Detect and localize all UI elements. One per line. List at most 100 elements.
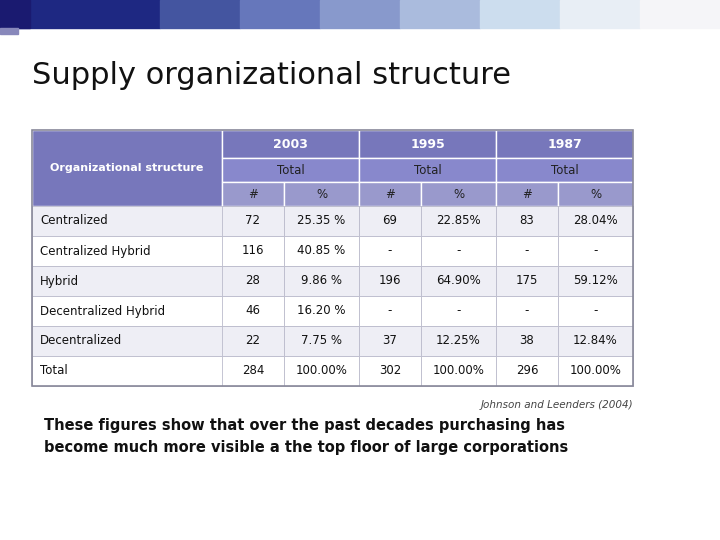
Text: 40.85 %: 40.85 %: [297, 245, 346, 258]
Text: 69: 69: [382, 214, 397, 227]
Bar: [284, 326, 359, 356]
Text: 12.84%: 12.84%: [573, 334, 618, 348]
Bar: [496, 130, 633, 158]
Text: Total: Total: [413, 164, 441, 177]
Bar: [284, 296, 359, 326]
Text: 64.90%: 64.90%: [436, 274, 481, 287]
Bar: [32, 326, 633, 356]
Text: -: -: [456, 245, 461, 258]
Bar: [284, 236, 359, 266]
Text: 22: 22: [246, 334, 261, 348]
Bar: [359, 182, 421, 206]
Bar: [32, 236, 633, 266]
Bar: [421, 356, 496, 386]
Bar: [421, 326, 496, 356]
Bar: [222, 158, 359, 182]
Bar: [496, 182, 558, 206]
Text: 1995: 1995: [410, 138, 445, 151]
Bar: [359, 296, 421, 326]
Text: 12.25%: 12.25%: [436, 334, 481, 348]
Text: -: -: [525, 305, 529, 318]
Bar: [320, 0, 400, 28]
Text: 302: 302: [379, 364, 401, 377]
Text: Centralized: Centralized: [40, 214, 108, 227]
Bar: [640, 0, 720, 28]
Bar: [222, 206, 284, 236]
Bar: [359, 266, 421, 296]
Bar: [558, 326, 633, 356]
Bar: [400, 0, 480, 28]
Text: Total: Total: [551, 164, 578, 177]
Bar: [359, 236, 421, 266]
Bar: [421, 296, 496, 326]
Text: 72: 72: [246, 214, 261, 227]
Text: -: -: [456, 305, 461, 318]
Text: These figures show that over the past decades purchasing has
become much more vi: These figures show that over the past de…: [44, 418, 568, 455]
Bar: [496, 236, 558, 266]
Text: -: -: [593, 305, 598, 318]
Bar: [222, 296, 284, 326]
Text: 116: 116: [242, 245, 264, 258]
Bar: [496, 266, 558, 296]
Text: 83: 83: [520, 214, 534, 227]
Text: 100.00%: 100.00%: [433, 364, 485, 377]
Bar: [496, 158, 633, 182]
Bar: [32, 296, 633, 326]
Text: Centralized Hybrid: Centralized Hybrid: [40, 245, 150, 258]
Text: 16.20 %: 16.20 %: [297, 305, 346, 318]
Text: 7.75 %: 7.75 %: [301, 334, 342, 348]
Bar: [496, 356, 558, 386]
Bar: [558, 296, 633, 326]
Bar: [421, 236, 496, 266]
Bar: [222, 326, 284, 356]
Text: 100.00%: 100.00%: [570, 364, 621, 377]
Bar: [421, 266, 496, 296]
Text: 175: 175: [516, 274, 538, 287]
Text: 28: 28: [246, 274, 261, 287]
Bar: [32, 206, 633, 236]
Bar: [359, 158, 496, 182]
Text: 46: 46: [246, 305, 261, 318]
Bar: [359, 206, 421, 236]
Text: 9.86 %: 9.86 %: [301, 274, 342, 287]
Bar: [32, 266, 633, 296]
Bar: [222, 130, 359, 158]
Text: %: %: [316, 187, 327, 200]
Bar: [496, 296, 558, 326]
Text: 22.85%: 22.85%: [436, 214, 481, 227]
Text: #: #: [248, 187, 258, 200]
Text: 296: 296: [516, 364, 539, 377]
Bar: [558, 266, 633, 296]
Text: 196: 196: [379, 274, 401, 287]
Bar: [284, 206, 359, 236]
Bar: [359, 130, 496, 158]
Bar: [558, 206, 633, 236]
Text: 25.35 %: 25.35 %: [297, 214, 346, 227]
Text: #: #: [385, 187, 395, 200]
Bar: [0, 0, 30, 28]
Text: Hybrid: Hybrid: [40, 274, 79, 287]
Text: Organizational structure: Organizational structure: [50, 163, 204, 173]
Text: -: -: [525, 245, 529, 258]
Text: Supply organizational structure: Supply organizational structure: [32, 60, 511, 90]
Bar: [496, 326, 558, 356]
Text: -: -: [388, 245, 392, 258]
Text: 1987: 1987: [547, 138, 582, 151]
Text: #: #: [522, 187, 532, 200]
Bar: [32, 130, 222, 206]
Bar: [0, 0, 160, 28]
Bar: [222, 266, 284, 296]
Bar: [421, 206, 496, 236]
Bar: [359, 356, 421, 386]
Text: Johnson and Leenders (2004): Johnson and Leenders (2004): [480, 400, 633, 410]
Text: 28.04%: 28.04%: [573, 214, 618, 227]
Bar: [421, 182, 496, 206]
Text: Decentralized Hybrid: Decentralized Hybrid: [40, 305, 165, 318]
Bar: [558, 182, 633, 206]
Bar: [222, 356, 284, 386]
Bar: [32, 356, 633, 386]
Bar: [222, 236, 284, 266]
Bar: [240, 0, 320, 28]
Text: -: -: [593, 245, 598, 258]
Text: 37: 37: [382, 334, 397, 348]
